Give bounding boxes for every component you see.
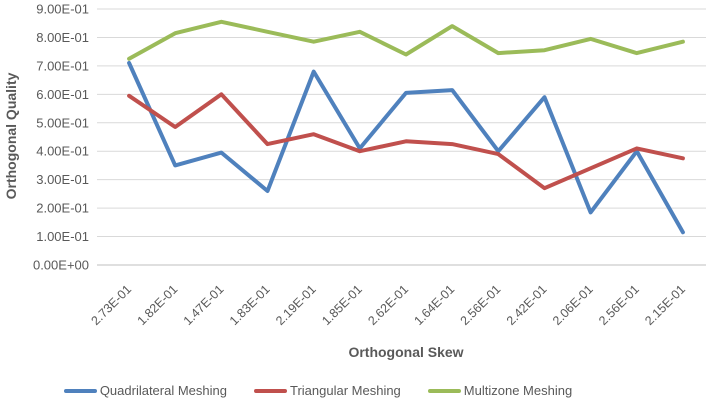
y-tick-label: 5.00E-01 xyxy=(36,115,89,130)
x-tick-label: 1.82E-01 xyxy=(135,282,181,328)
y-tick-label: 4.00E-01 xyxy=(36,144,89,159)
y-axis-title: Orthogonal Quality xyxy=(3,72,19,200)
legend-label: Multizone Meshing xyxy=(463,383,573,398)
legend-item: Triangular Meshing xyxy=(254,383,401,398)
x-tick-label: 2.62E-01 xyxy=(365,282,411,328)
x-tick-label: 2.56E-01 xyxy=(458,282,504,328)
y-tick-label: 9.00E-01 xyxy=(36,2,89,17)
series-line xyxy=(127,19,685,61)
x-tick-label: 2.06E-01 xyxy=(550,282,596,328)
x-tick-label: 2.56E-01 xyxy=(596,282,642,328)
x-axis-title: Orthogonal Skew xyxy=(348,344,464,360)
x-tick-label: 2.19E-01 xyxy=(273,282,319,328)
legend: Quadrilateral Meshing Triangular Meshing M… xyxy=(0,383,708,398)
series-line xyxy=(127,92,685,191)
legend-label: Quadrilateral Meshing xyxy=(99,383,227,398)
y-tick-label: 3.00E-01 xyxy=(36,172,89,187)
y-tick-label: 2.00E-01 xyxy=(36,201,89,216)
y-tick-label: 7.00E-01 xyxy=(36,58,89,73)
x-tick-label: 2.42E-01 xyxy=(504,282,550,328)
y-tick-label: 6.00E-01 xyxy=(36,87,89,102)
legend-line-swatch xyxy=(427,388,461,393)
y-tick-label: 0.00E+00 xyxy=(33,258,89,273)
series-line xyxy=(127,61,685,235)
y-tick-label: 1.00E-01 xyxy=(36,229,89,244)
x-tick-label: 2.15E-01 xyxy=(642,282,688,328)
legend-label: Triangular Meshing xyxy=(290,383,401,398)
legend-line-swatch xyxy=(63,388,97,393)
legend-item: Multizone Meshing xyxy=(427,383,573,398)
legend-line-swatch xyxy=(254,388,287,393)
y-tick-label: 8.00E-01 xyxy=(36,30,89,45)
x-tick-label: 1.83E-01 xyxy=(227,282,273,328)
x-tick-label: 2.73E-01 xyxy=(88,282,134,328)
x-tick-label: 1.47E-01 xyxy=(181,282,227,328)
legend-item: Quadrilateral Meshing xyxy=(63,383,227,398)
x-tick-label: 1.85E-01 xyxy=(319,282,365,328)
x-tick-label: 1.64E-01 xyxy=(412,282,458,328)
